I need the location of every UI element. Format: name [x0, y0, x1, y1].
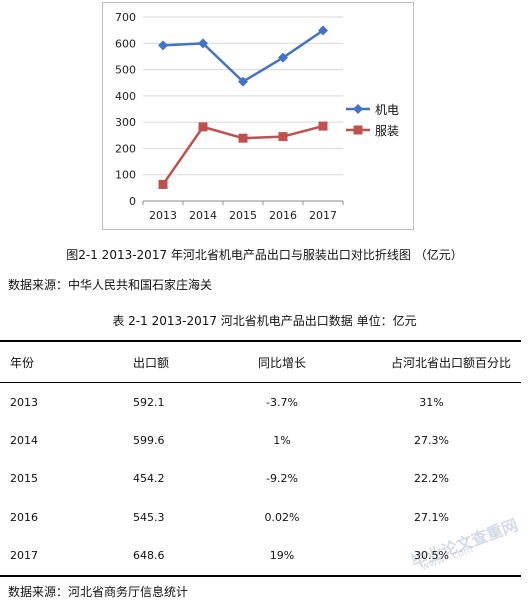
line-chart: 0 100 200 300 400 500 600 700 2013 2014 2015 2016 20…: [102, 2, 414, 230]
table-row: 2014 599.6 1% 27.3%: [0, 421, 521, 459]
cell-year: 2016: [10, 510, 38, 524]
x-tick-label: 2014: [189, 209, 217, 222]
x-tick-label: 2013: [149, 209, 177, 222]
cell-year: 2013: [10, 395, 38, 409]
table-row: 2017 648.6 19% 30.5%: [0, 536, 521, 577]
cell-year: 2015: [10, 472, 38, 486]
header-export-value: 出口额: [113, 340, 222, 383]
cell-yoy-growth: 19%: [222, 536, 342, 577]
table-header-row: 年份 出口额 同比增长 占河北省出口额百分比: [0, 340, 521, 383]
y-tick-label: 300: [115, 116, 136, 129]
x-tick-label: 2017: [309, 209, 337, 222]
data-point: [238, 133, 248, 143]
data-point: [278, 52, 288, 63]
cell-export-value: 592.1: [133, 395, 165, 409]
cell-yoy-growth: 1%: [273, 434, 291, 448]
cell-export-value: 648.6: [113, 536, 222, 577]
cell-yoy-growth: -3.7%: [266, 395, 298, 409]
cell-share: 30.5%: [342, 536, 521, 577]
data-point: [198, 38, 208, 49]
data-point: [278, 132, 288, 142]
cell-share: 22.2%: [414, 472, 449, 486]
series-line-1: [162, 29, 324, 83]
y-tick-label: 0: [129, 195, 136, 208]
data-point: [318, 121, 328, 131]
data-point: [158, 40, 168, 51]
cell-yoy-growth: 0.02%: [264, 510, 300, 524]
x-tick-label: 2016: [269, 209, 297, 222]
cell-year: 2014: [10, 434, 38, 448]
legend-label: 机电: [375, 103, 399, 117]
cell-export-value: 545.3: [133, 510, 165, 524]
table-row: 2015 454.2 -9.2% 22.2%: [0, 460, 521, 498]
data-point: [158, 179, 168, 189]
cell-export-value: 599.6: [133, 434, 165, 448]
table-row: 2013 592.1 -3.7% 31%: [0, 383, 521, 422]
figure-caption: 图2-1 2013-2017 年河北省机电产品出口与服装出口对比折线图 （亿元）: [66, 248, 463, 262]
cell-share: 27.3%: [414, 434, 449, 448]
data-point: [198, 122, 208, 132]
x-tick-label: 2015: [229, 209, 257, 222]
legend-label: 服装: [375, 124, 399, 138]
legend-marker: [353, 104, 363, 114]
y-tick-label: 400: [115, 90, 136, 103]
legend-marker: [353, 125, 363, 135]
y-tick-label: 200: [115, 142, 136, 155]
export-data-table: 年份 出口额 同比增长 占河北省出口额百分比 2013 592.1 -3.7% …: [0, 340, 521, 577]
table-row: 2016 545.3 0.02% 27.1%: [0, 498, 521, 536]
data-point: [318, 25, 328, 36]
y-tick-label: 700: [115, 11, 136, 24]
header-yoy-growth: 同比增长: [222, 340, 342, 383]
y-tick-label: 500: [115, 64, 136, 77]
cell-yoy-growth: -9.2%: [266, 472, 298, 486]
y-tick-label: 600: [115, 37, 136, 50]
chart-svg: 0 100 200 300 400 500 600 700 2013 2014 2015 2016 20…: [115, 11, 399, 222]
header-share-of-province: 占河北省出口额百分比: [342, 340, 521, 383]
y-tick-label: 100: [115, 169, 136, 182]
data-point: [238, 76, 248, 87]
table-source: 数据来源：河北省商务厅信息统计: [8, 585, 189, 599]
cell-share: 27.1%: [414, 510, 449, 524]
header-year: 年份: [0, 340, 113, 383]
cell-year: 2017: [0, 536, 113, 577]
cell-share: 31%: [419, 395, 444, 409]
cell-export-value: 454.2: [133, 472, 165, 486]
table-caption: 表 2-1 2013-2017 河北省机电产品出口数据 单位：亿元: [112, 314, 417, 328]
figure-source: 数据来源：中华人民共和国石家庄海关: [8, 278, 213, 292]
